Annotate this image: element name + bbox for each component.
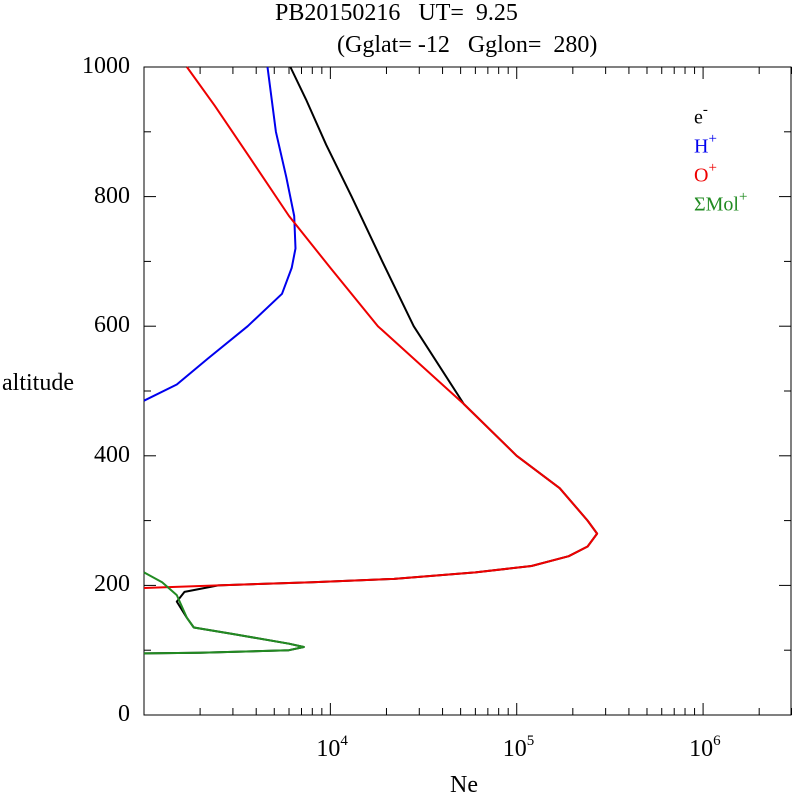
series-line-2 [143, 66, 599, 589]
x-axis-label: Ne [450, 772, 478, 798]
y-tick-label: 600 [94, 312, 130, 339]
series-line-3 [143, 571, 305, 655]
legend-label: H [694, 135, 709, 158]
x-tick-label: 106 [689, 733, 721, 763]
legend-label-sup: + [708, 160, 717, 176]
series-line-1 [143, 66, 297, 402]
y-tick-label: 200 [94, 571, 130, 598]
legend-label: e [694, 106, 703, 129]
legend-label-sup: + [738, 189, 748, 205]
x-tick-label: 104 [316, 733, 348, 763]
y-tick-label: 0 [118, 701, 130, 727]
chart-title: PB20150216 UT= 9.25 [275, 0, 518, 26]
x-tick-exponent: 4 [340, 733, 348, 749]
y-tick-label: 800 [94, 182, 130, 209]
legend-entry: H+ [694, 131, 717, 159]
legend-entry: O+ [694, 160, 717, 188]
x-tick-base: 10 [316, 736, 341, 762]
legend-label: O [694, 164, 709, 187]
x-tick-exponent: 5 [526, 733, 535, 749]
legend-entry: ΣMol+ [694, 189, 748, 217]
y-tick-label: 400 [94, 441, 130, 468]
x-tick-exponent: 6 [713, 733, 721, 749]
x-tick-base: 10 [502, 736, 527, 762]
x-tick-label: 105 [502, 733, 535, 763]
legend-label-sup: + [708, 131, 717, 147]
legend-entry: e- [694, 102, 708, 130]
legend-label: ΣMol [694, 193, 739, 216]
chart-subtitle: (Gglat= -12 Gglon= 280) [337, 32, 598, 58]
y-tick-label: 1000 [82, 53, 130, 79]
y-axis-label: altitude [2, 370, 74, 396]
legend-label-sup: - [702, 102, 708, 118]
x-tick-base: 10 [689, 736, 714, 762]
